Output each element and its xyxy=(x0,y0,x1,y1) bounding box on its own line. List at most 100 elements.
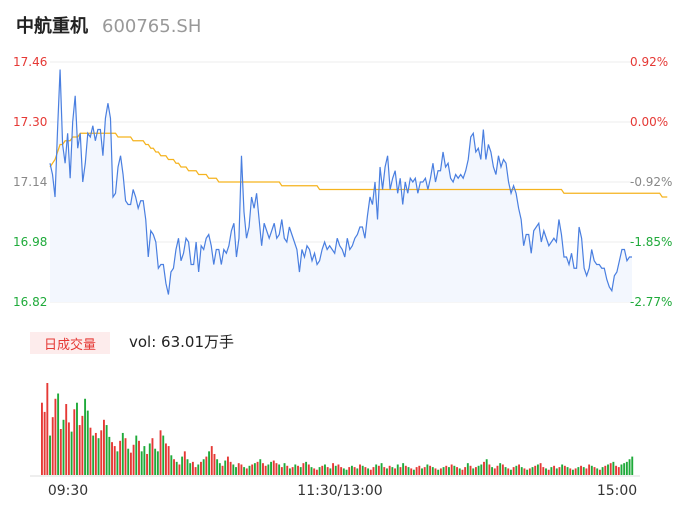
volume-bar xyxy=(288,468,291,475)
volume-bar xyxy=(364,467,367,475)
volume-bar xyxy=(226,456,229,475)
volume-bar xyxy=(218,463,221,475)
volume-bar xyxy=(49,435,51,475)
volume-bar xyxy=(625,461,628,475)
volume-bar xyxy=(67,422,70,475)
volume-bar xyxy=(208,451,211,475)
volume-bar xyxy=(448,467,450,475)
volume-bar xyxy=(372,467,375,475)
volume-bar xyxy=(100,430,103,475)
volume-bar xyxy=(337,464,340,475)
volume-bar xyxy=(334,465,337,475)
volume-bar xyxy=(305,461,308,475)
volume-bar xyxy=(412,469,415,475)
volume-bar xyxy=(577,467,580,475)
price-tick-label: 17.46 xyxy=(13,55,47,69)
volume-bar xyxy=(116,451,119,475)
volume-bar xyxy=(345,469,348,475)
volume-bar xyxy=(278,464,281,475)
volume-bar xyxy=(604,465,607,475)
volume-bar xyxy=(450,464,453,475)
volume-bar xyxy=(151,438,154,475)
volume-bar xyxy=(466,463,469,475)
volume-bar xyxy=(561,464,564,475)
volume-bar xyxy=(237,463,240,475)
volume-bar xyxy=(103,419,105,475)
volume-bar xyxy=(553,465,556,475)
volume-bar xyxy=(202,459,205,475)
volume-bar xyxy=(464,467,467,475)
volume-bar xyxy=(510,469,512,475)
volume-bar xyxy=(348,467,351,475)
volume-bar xyxy=(111,442,113,475)
volume-bar xyxy=(623,463,626,475)
volume-bar xyxy=(437,469,440,475)
volume-bar xyxy=(326,467,329,475)
volume-bar xyxy=(297,465,299,475)
volume-bar xyxy=(84,398,87,475)
volume-bar xyxy=(394,468,396,475)
volume-bar xyxy=(617,467,620,475)
volume-bar xyxy=(178,464,181,475)
volume-bar xyxy=(143,446,146,475)
price-line xyxy=(49,69,632,295)
volume-bar xyxy=(51,417,54,475)
price-tick-label: 16.82 xyxy=(13,295,47,309)
volume-bar xyxy=(431,467,434,475)
volume-bar xyxy=(377,465,380,475)
volume-bar xyxy=(429,465,432,475)
volume-bar xyxy=(523,468,526,475)
volume-bar xyxy=(154,448,157,475)
volume-bar xyxy=(200,461,202,475)
volume-bar xyxy=(315,469,318,475)
volume-bar xyxy=(148,443,151,475)
volume-bar xyxy=(361,465,364,475)
volume-bar xyxy=(313,468,316,475)
volume-bar xyxy=(46,383,49,475)
volume-bar xyxy=(391,467,394,475)
volume-bar xyxy=(248,465,251,475)
volume-bar xyxy=(189,463,192,475)
volume-bar xyxy=(410,468,413,475)
volume-bar xyxy=(402,463,405,475)
volume-bar xyxy=(375,464,378,475)
volume-bar xyxy=(439,468,442,475)
volume-bar xyxy=(264,465,267,475)
volume-bar xyxy=(380,463,383,475)
volume-bar xyxy=(140,451,143,475)
percent-tick-label: -1.85% xyxy=(630,235,672,249)
percent-tick-label: -0.92% xyxy=(630,175,672,189)
volume-bar xyxy=(461,469,464,475)
volume-period-tab[interactable]: 日成交量 xyxy=(30,332,110,354)
volume-bar xyxy=(590,465,593,475)
volume-bar xyxy=(404,465,407,475)
volume-bar xyxy=(318,467,321,475)
volume-bar xyxy=(156,451,159,475)
volume-bar xyxy=(224,460,227,475)
volume-bar xyxy=(423,467,426,475)
volume-bar xyxy=(612,461,615,475)
volume-bar xyxy=(167,446,170,475)
volume-bar xyxy=(229,461,232,475)
volume-bar xyxy=(191,461,194,475)
volume-bar xyxy=(221,465,224,475)
volume-bar xyxy=(474,467,477,475)
volume-bar xyxy=(485,459,488,475)
volume-bar xyxy=(555,468,558,475)
volume-bar xyxy=(620,464,623,475)
volume-bar xyxy=(415,467,418,475)
volume-bar xyxy=(593,467,596,475)
stock-header: 中航重机 600765.SH xyxy=(16,12,201,40)
volume-bar xyxy=(283,463,286,475)
percent-tick-label: 0.92% xyxy=(630,55,668,69)
volume-bar xyxy=(286,465,289,475)
volume-bar xyxy=(108,436,111,475)
volume-bar xyxy=(588,464,591,475)
volume-bar xyxy=(488,464,491,475)
volume-bar xyxy=(353,467,356,475)
volume-bar xyxy=(299,467,302,475)
volume-bar xyxy=(94,432,97,475)
volume-bar xyxy=(262,463,264,475)
volume-bar xyxy=(539,463,542,475)
percent-tick-label: 0.00% xyxy=(630,115,668,129)
